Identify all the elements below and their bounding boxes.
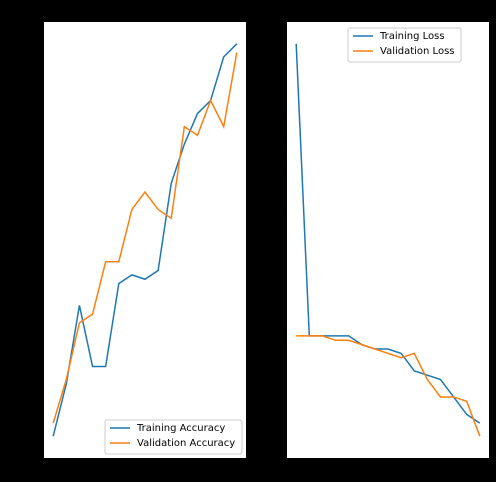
legend-label: Validation Loss — [380, 46, 455, 57]
legend-box — [104, 419, 243, 455]
legend-label: Training Loss — [379, 31, 445, 42]
line — [52, 52, 238, 424]
legend-box — [347, 27, 462, 63]
line — [295, 43, 481, 424]
legend-label: Training Accuracy — [136, 423, 225, 434]
plot-area — [287, 22, 489, 458]
line — [52, 43, 238, 437]
plot-area — [44, 22, 246, 458]
line — [296, 335, 481, 437]
legend-label: Validation Accuracy — [137, 438, 235, 449]
